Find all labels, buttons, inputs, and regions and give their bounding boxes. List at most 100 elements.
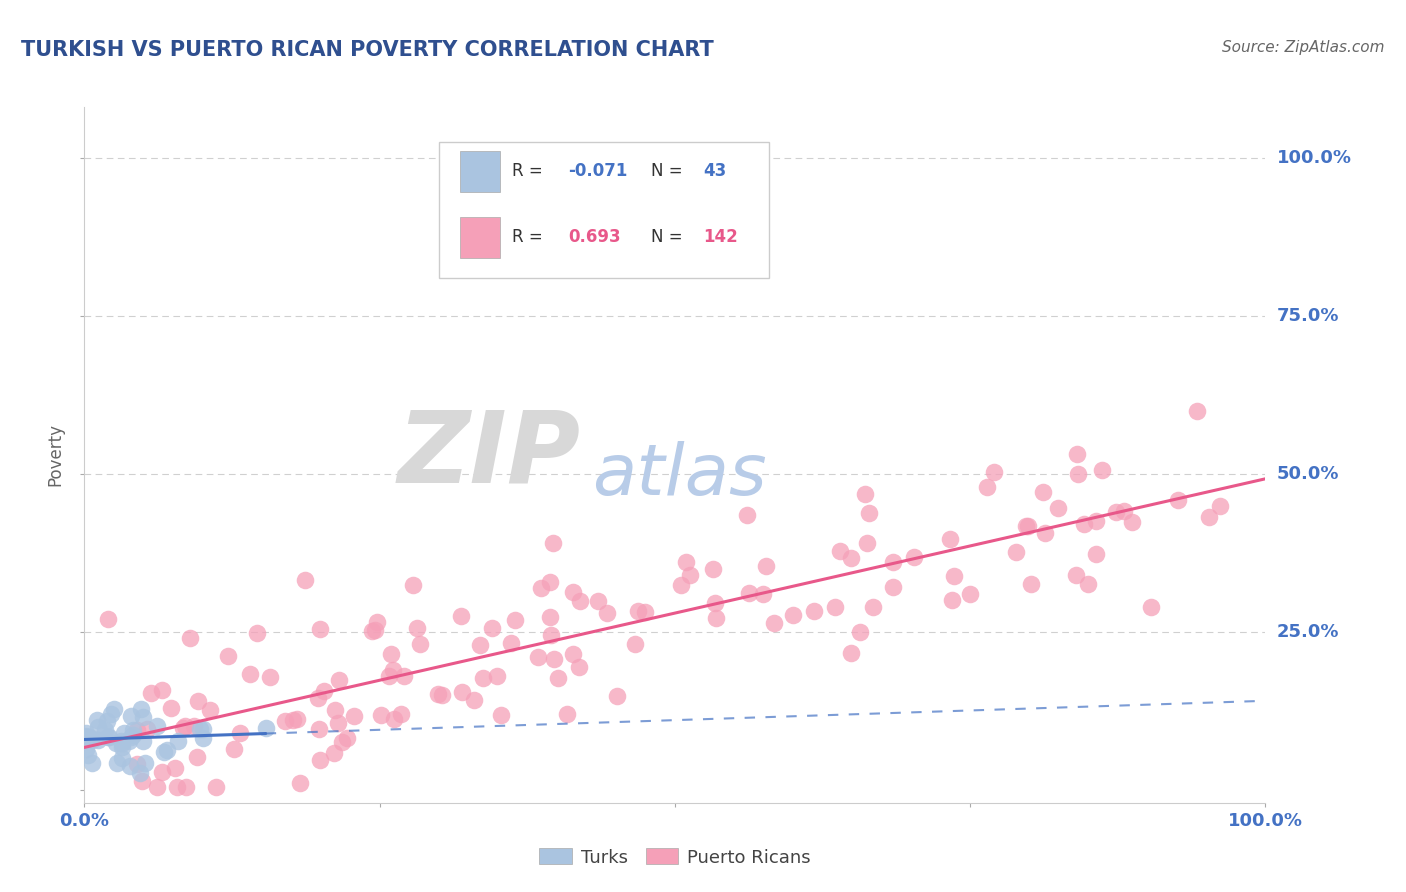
Point <box>205 780 228 794</box>
Point <box>77 748 100 763</box>
Point <box>830 544 852 558</box>
Point <box>75 742 97 756</box>
Point <box>735 508 758 523</box>
FancyBboxPatch shape <box>439 142 769 277</box>
Point <box>903 549 925 564</box>
Point <box>882 555 904 569</box>
Point <box>336 731 359 746</box>
Point <box>150 764 173 779</box>
Point <box>111 736 134 750</box>
Point <box>125 723 148 738</box>
Point <box>328 716 350 731</box>
Point <box>370 708 392 723</box>
Point <box>82 756 104 771</box>
Point <box>943 569 966 583</box>
Point <box>120 730 142 744</box>
Point <box>153 745 176 759</box>
Point <box>307 691 329 706</box>
Point <box>568 660 591 674</box>
Point <box>959 586 981 600</box>
Point <box>75 729 97 743</box>
Point <box>596 607 619 621</box>
Point <box>606 690 628 704</box>
Point <box>146 719 169 733</box>
Point <box>1121 515 1143 529</box>
Point <box>704 611 727 625</box>
Point <box>122 728 145 742</box>
Point <box>499 636 522 650</box>
Point <box>96 714 118 729</box>
Text: 100.0%: 100.0% <box>1277 149 1351 167</box>
Point <box>174 719 197 733</box>
Point <box>624 637 647 651</box>
Point <box>738 586 761 600</box>
Point <box>377 669 399 683</box>
Point <box>1198 510 1220 524</box>
Point <box>752 587 775 601</box>
Point <box>679 568 702 582</box>
Point <box>451 685 474 699</box>
Point <box>555 706 578 721</box>
Point <box>626 604 648 618</box>
Point <box>468 638 491 652</box>
Point <box>183 719 205 733</box>
Point <box>941 593 963 607</box>
Point <box>167 734 190 748</box>
Point <box>406 621 429 635</box>
Point <box>939 532 962 546</box>
Point <box>569 594 592 608</box>
Point <box>394 669 416 683</box>
Text: -0.071: -0.071 <box>568 162 628 180</box>
Point <box>191 722 214 736</box>
Point <box>110 734 132 748</box>
Point <box>485 669 508 683</box>
Text: R =: R = <box>512 228 548 246</box>
Point <box>172 722 194 736</box>
Point <box>163 761 186 775</box>
Point <box>187 694 209 708</box>
Point <box>273 714 295 729</box>
Text: 142: 142 <box>703 228 738 246</box>
FancyBboxPatch shape <box>460 217 501 258</box>
Point <box>308 723 330 737</box>
Point <box>543 535 565 549</box>
Point <box>1033 526 1056 541</box>
Point <box>803 604 825 618</box>
Point <box>160 701 183 715</box>
Point <box>141 686 163 700</box>
Point <box>430 688 453 702</box>
Point <box>322 747 344 761</box>
Point <box>75 730 97 744</box>
Point <box>127 757 149 772</box>
Point <box>538 610 561 624</box>
Point <box>702 562 724 576</box>
Point <box>80 733 103 747</box>
Point <box>1047 501 1070 516</box>
Point <box>328 673 350 687</box>
Point <box>862 599 884 614</box>
Y-axis label: Poverty: Poverty <box>46 424 65 486</box>
Point <box>131 702 153 716</box>
Point <box>1019 577 1042 591</box>
Point <box>228 726 250 740</box>
Text: 0.693: 0.693 <box>568 228 621 246</box>
Point <box>281 713 304 727</box>
Point <box>1067 467 1090 481</box>
Point <box>704 596 727 610</box>
Point <box>983 465 1005 479</box>
Point <box>128 765 150 780</box>
Text: 43: 43 <box>703 162 727 180</box>
Point <box>118 759 141 773</box>
Point <box>382 663 405 677</box>
Point <box>1064 568 1087 582</box>
Point <box>343 709 366 723</box>
Point <box>224 742 246 756</box>
Point <box>105 756 128 771</box>
Text: TURKISH VS PUERTO RICAN POVERTY CORRELATION CHART: TURKISH VS PUERTO RICAN POVERTY CORRELAT… <box>21 40 714 60</box>
Point <box>382 712 405 726</box>
Point <box>131 774 153 789</box>
Point <box>294 573 316 587</box>
Point <box>135 722 157 736</box>
Point <box>103 701 125 715</box>
Point <box>100 706 122 721</box>
